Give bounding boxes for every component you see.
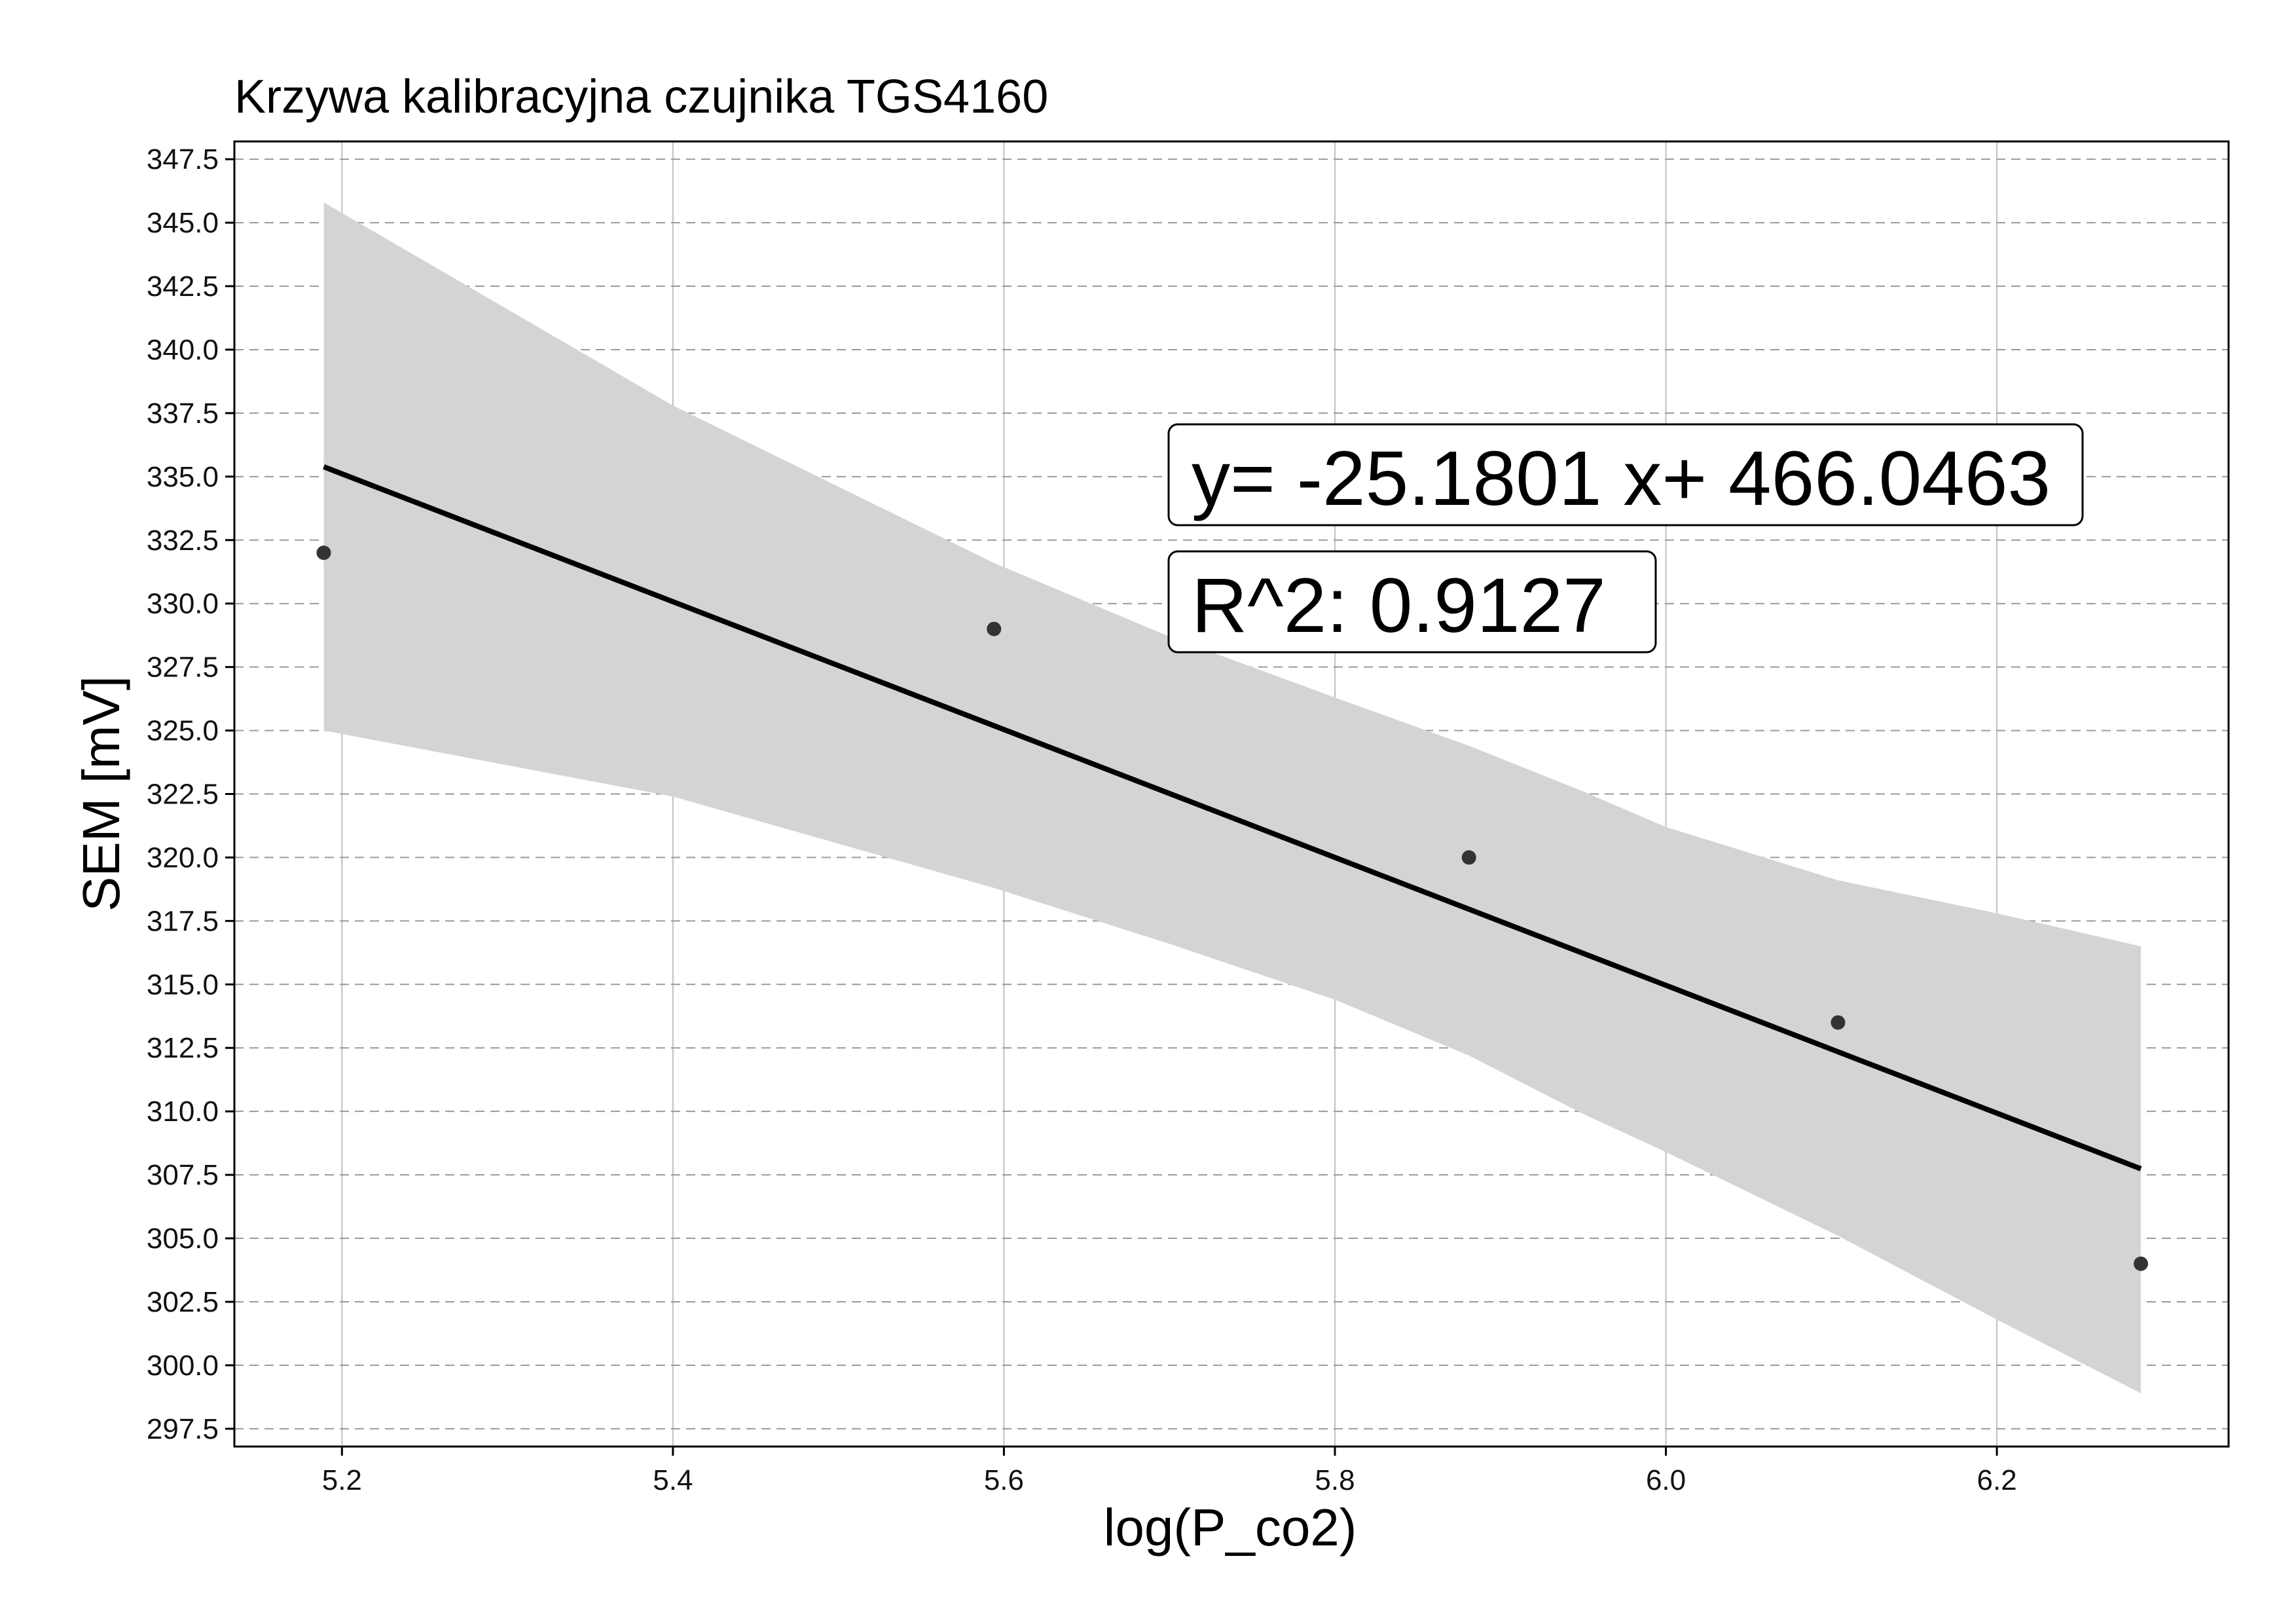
y-tick-label: 345.0 [147, 207, 219, 239]
r-squared-text: R^2: 0.9127 [1192, 563, 1606, 649]
r-squared-annotation: R^2: 0.9127 [1167, 550, 1657, 654]
y-tick-label: 307.5 [147, 1159, 219, 1191]
x-tick-label: 6.2 [1977, 1464, 2017, 1496]
equation-box [1167, 423, 2084, 526]
confidence-band [323, 202, 2141, 1393]
y-tick-label: 335.0 [147, 461, 219, 493]
y-axis-ticks: 297.5 300.0 302.5 305.0 307.5 310.0 312.5 315.0… [147, 143, 234, 1445]
y-tick-label: 310.0 [147, 1096, 219, 1128]
x-tick-label: 5.8 [1315, 1464, 1355, 1496]
x-tick-label: 5.2 [322, 1464, 362, 1496]
y-tick-label: 330.0 [147, 588, 219, 620]
y-tick-label: 320.0 [147, 841, 219, 874]
y-tick-label: 347.5 [147, 143, 219, 175]
equation-text: y= -25.1801 x+ 466.0463 [1192, 435, 2050, 522]
equation-annotation: y= -25.1801 x+ 466.0463 [1167, 423, 2084, 526]
chart-title: Krzywa kalibracyjna czujnika TGS4160 [234, 71, 1048, 123]
y-tick-label: 300.0 [147, 1350, 219, 1382]
y-tick-label: 315.0 [147, 969, 219, 1001]
y-tick-label: 325.0 [147, 715, 219, 747]
y-tick-label: 327.5 [147, 652, 219, 684]
confidence-band-area [323, 202, 2141, 1393]
data-point [1461, 850, 1476, 865]
y-tick-label: 302.5 [147, 1286, 219, 1318]
data-point [2134, 1256, 2149, 1271]
y-tick-label: 337.5 [147, 397, 219, 430]
y-tick-label: 340.0 [147, 334, 219, 366]
data-points [316, 545, 2149, 1271]
y-tick-label: 312.5 [147, 1032, 219, 1064]
x-axis-ticks: 5.2 5.4 5.6 5.8 6.0 6.2 [322, 1447, 2017, 1496]
y-axis-title: SEM [mV] [72, 676, 130, 912]
y-tick-label: 297.5 [147, 1413, 219, 1445]
fit-line [323, 464, 2142, 1172]
y-tick-label: 317.5 [147, 905, 219, 937]
y-tick-label: 332.5 [147, 525, 219, 557]
data-point [1831, 1015, 1846, 1030]
r-squared-box [1167, 550, 1657, 654]
regression-line [323, 464, 2142, 1172]
x-tick-label: 6.0 [1646, 1464, 1686, 1496]
x-axis-title: log(P_co2) [1104, 1498, 1357, 1557]
x-tick-label: 5.4 [653, 1464, 693, 1496]
y-tick-label: 342.5 [147, 270, 219, 303]
x-tick-label: 5.6 [984, 1464, 1024, 1496]
data-point [316, 545, 331, 561]
data-point [987, 621, 1002, 637]
y-tick-label: 322.5 [147, 779, 219, 811]
y-tick-label: 305.0 [147, 1223, 219, 1255]
